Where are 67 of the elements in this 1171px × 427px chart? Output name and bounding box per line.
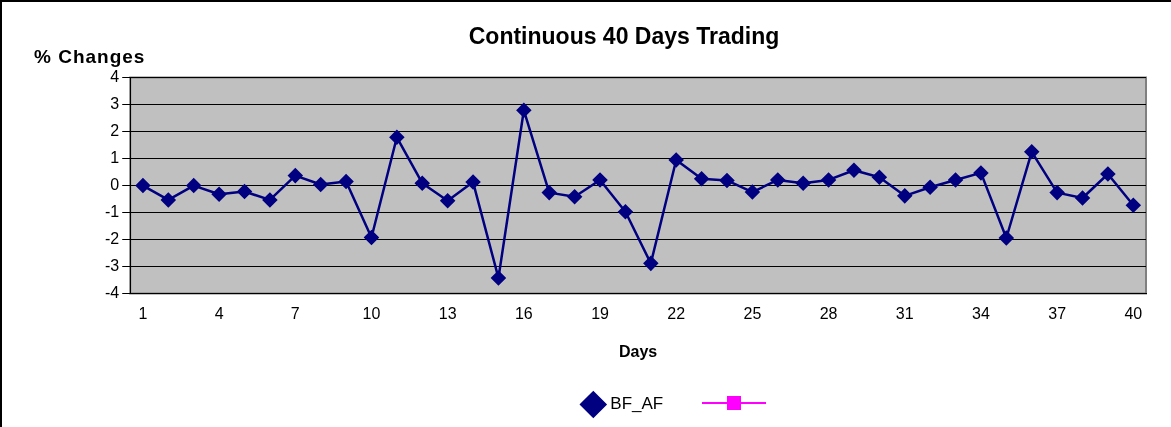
point: [440, 193, 455, 208]
chart-title: Continuous 40 Days Trading: [468, 23, 780, 50]
point: [135, 178, 151, 193]
x-tick-label: 37: [1048, 304, 1067, 322]
point: [795, 175, 811, 191]
legend-label: BF_AF: [610, 394, 664, 414]
x-tick-label: 13: [438, 304, 457, 322]
point: [618, 204, 633, 220]
point: [922, 179, 938, 195]
point: [770, 172, 786, 188]
y-tick-label: -1: [104, 203, 120, 221]
y-tick-label: 1: [110, 149, 120, 167]
x-axis-title: Days: [618, 342, 658, 360]
point: [872, 169, 887, 185]
x-tick-label: 22: [667, 304, 686, 322]
point: [364, 230, 379, 245]
x-tick-label: 1: [138, 304, 148, 322]
point: [516, 103, 532, 118]
point: [592, 172, 608, 188]
point: [846, 162, 862, 178]
x-tick-label: 34: [972, 304, 990, 322]
point: [389, 130, 405, 145]
point: [491, 270, 506, 286]
point: [745, 184, 760, 200]
y-tick-label: 2: [110, 122, 120, 140]
x-tick-label: 28: [819, 304, 838, 322]
point: [973, 165, 989, 181]
point: [541, 185, 557, 200]
point: [1075, 190, 1090, 206]
point: [211, 186, 227, 202]
point: [1126, 198, 1141, 213]
point: [465, 174, 481, 190]
point: [415, 175, 430, 191]
point: [237, 184, 252, 199]
point: [694, 171, 709, 187]
point: [186, 178, 201, 193]
point: [643, 256, 659, 271]
y-tick-label: 3: [110, 95, 120, 113]
x-tick-label: 40: [1124, 304, 1143, 322]
point: [897, 188, 912, 204]
point: [1024, 144, 1039, 160]
point: [1049, 185, 1065, 200]
point: [288, 168, 303, 183]
point: [262, 192, 278, 208]
x-tick-label: 10: [362, 304, 381, 322]
point: [313, 177, 328, 192]
point: [338, 174, 354, 189]
point: [821, 172, 836, 188]
point: [668, 152, 684, 168]
point: [719, 173, 735, 188]
point: [567, 189, 582, 204]
x-tick-label: 25: [743, 304, 762, 322]
y-tick-label: -3: [104, 257, 120, 275]
point: [999, 230, 1014, 246]
y-tick-label: -4: [104, 284, 120, 302]
point: [948, 172, 963, 188]
x-tick-label: 31: [895, 304, 914, 322]
x-tick-label: 16: [514, 304, 533, 322]
y-tick-label: 4: [110, 68, 120, 86]
y-tick-label: -2: [104, 230, 120, 248]
point: [1100, 166, 1116, 182]
point: [161, 192, 176, 208]
y-tick-label: 0: [110, 176, 120, 194]
y-axis-title: % Changes: [34, 46, 146, 68]
x-tick-label: 19: [591, 304, 610, 322]
x-tick-label: 4: [214, 304, 224, 322]
x-tick-label: 7: [290, 304, 300, 322]
